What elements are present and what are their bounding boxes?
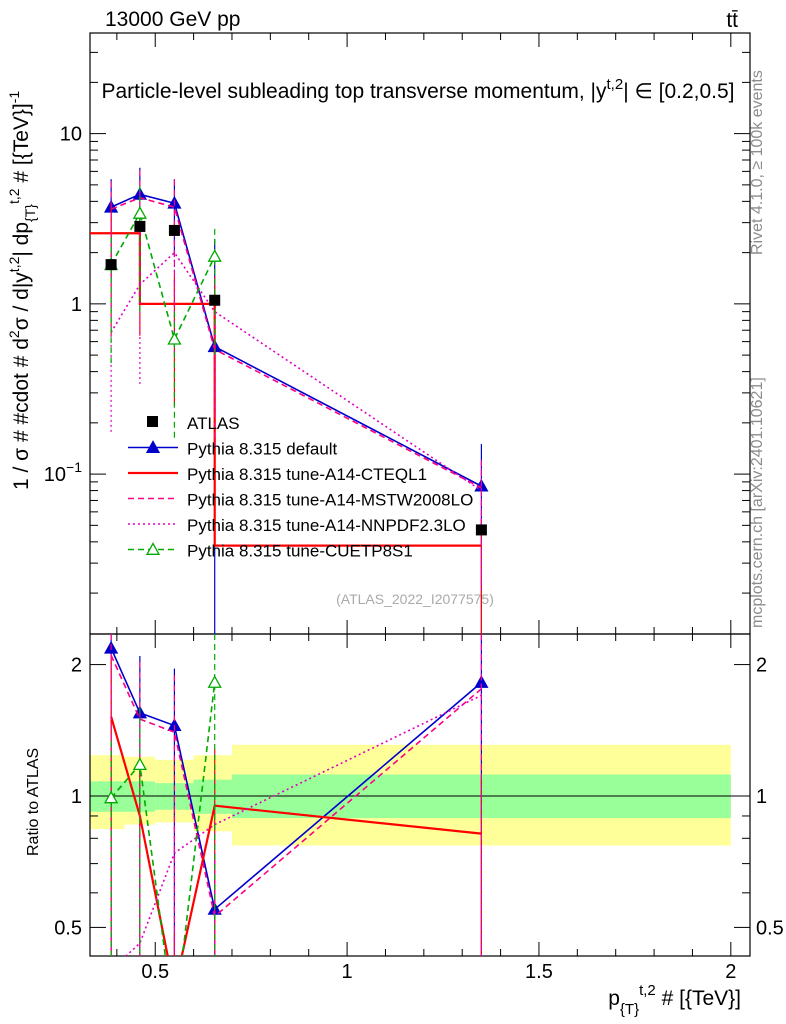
axis-ticks	[90, 33, 750, 956]
chart-title: Particle-level subleading top transverse…	[101, 76, 734, 103]
marker-open-triangle	[207, 249, 222, 262]
legend-label: Pythia 8.315 tune-A14-MSTW2008LO	[187, 491, 473, 510]
ratio-uncertainty-bands	[90, 744, 731, 846]
legend-label: Pythia 8.315 tune-A14-CTEQL1	[187, 465, 427, 484]
atlas-data-point	[134, 220, 146, 232]
marker-open-triangle	[167, 331, 182, 345]
ratio-tick-label: 1	[71, 786, 82, 808]
series-line-4	[110, 211, 216, 342]
ratio-tick-label: 0.5	[54, 917, 82, 939]
ratio-tick-label-right: 0.5	[756, 917, 784, 939]
legend-marker-triangle	[145, 440, 161, 453]
ratio-axis-label: Ratio to ATLAS	[25, 748, 42, 856]
legend-marker-atlas	[147, 416, 158, 427]
y-tick-label: 10−1	[44, 459, 82, 486]
header-right: tt̄	[726, 9, 738, 32]
x-tick-label: 1.5	[525, 961, 553, 983]
ratio-tick-label-right: 1	[756, 786, 767, 808]
atlas-data-point	[475, 524, 487, 536]
atlas-data-point	[168, 224, 180, 236]
legend-label: Pythia 8.315 tune-A14-NNPDF2.3LO	[187, 516, 466, 535]
y-axis-label: 1 / σ # #cdot # d2σ / d|yt,2| dp{T}t,2 #…	[6, 91, 38, 490]
main-series	[90, 167, 489, 634]
series-line-2	[110, 196, 482, 489]
ratio-line-2	[110, 654, 482, 918]
inner-band-bin	[90, 781, 125, 812]
series-line-1	[90, 232, 482, 547]
ratio-marker-open-triangle	[132, 757, 147, 771]
ratio-tick-label-right: 2	[756, 655, 767, 677]
y-tick-label: 10	[60, 124, 82, 146]
y-tick-label: 1	[71, 294, 82, 316]
ratio-marker-open-triangle	[168, 1018, 180, 1024]
header-left: 13000 GeV pp	[105, 8, 240, 31]
legend-label: ATLAS	[187, 414, 240, 433]
series-line-3	[110, 251, 482, 492]
legend-label: Pythia 8.315 tune-CUETP8S1	[187, 542, 413, 561]
marker-open-triangle	[132, 206, 147, 219]
legend-marker-open-triangle	[145, 542, 161, 555]
x-axis-label: p{T}t,2 # [{TeV}]	[608, 982, 741, 1018]
legend-label: Pythia 8.315 default	[187, 440, 338, 459]
atlas-data-point	[209, 294, 221, 306]
x-tick-label: 0.5	[141, 961, 169, 983]
mcplots-reference-text: mcplots.cern.ch [arXiv:2401.10621]	[749, 377, 766, 628]
ratio-series	[103, 634, 489, 1024]
ratio-tick-label: 2	[71, 655, 82, 677]
x-tick-label: 2	[725, 961, 736, 983]
ratio-plot-frame	[89, 633, 751, 957]
legend: ATLAS Pythia 8.315 default Pythia 8.315 tu…	[128, 414, 473, 561]
atlas-data-point	[105, 259, 117, 271]
ratio-line-1	[110, 716, 482, 956]
ratio-marker-open-triangle	[207, 675, 222, 688]
ratio-line-4	[110, 682, 216, 956]
tick-labels: 0.5 1 1.5 2 10−1 1 10 0.5 0.5 1 1 2 2	[44, 124, 784, 983]
ratio-marker-open-triangle	[103, 790, 119, 804]
rivet-version-text: Rivet 4.1.0, ≥ 100k events	[749, 70, 766, 255]
x-tick-label: 1	[342, 961, 353, 983]
watermark: (ATLAS_2022_I2077575)	[336, 591, 494, 607]
